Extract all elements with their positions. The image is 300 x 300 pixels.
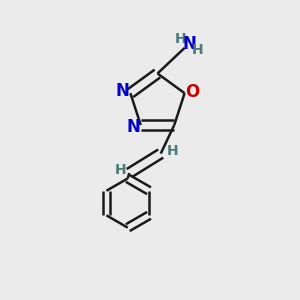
Text: N: N (126, 118, 140, 136)
Text: O: O (185, 83, 200, 101)
Text: N: N (116, 82, 130, 100)
Text: H: H (166, 144, 178, 158)
Text: N: N (182, 35, 196, 53)
Text: H: H (191, 43, 203, 56)
Text: H: H (175, 32, 187, 46)
Text: H: H (114, 163, 126, 177)
